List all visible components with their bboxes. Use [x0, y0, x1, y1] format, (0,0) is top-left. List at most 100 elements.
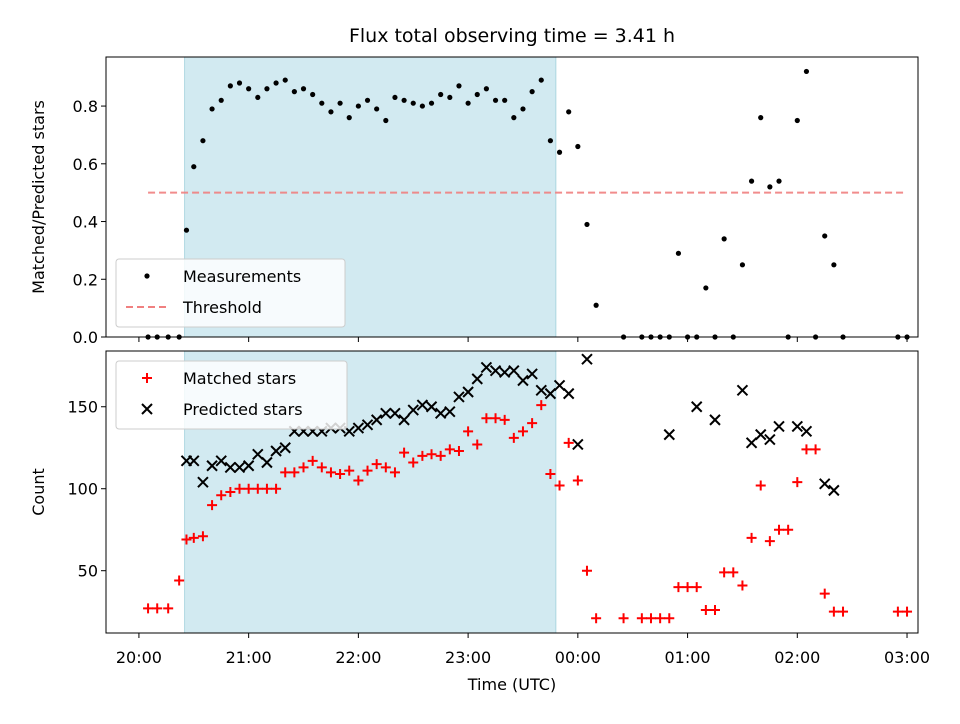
matched-star-point: [207, 500, 218, 511]
matched-star-point: [243, 483, 254, 494]
x-axis-label: Time (UTC): [467, 675, 556, 694]
measurement-point: [492, 97, 499, 103]
matched-star-point: [325, 467, 336, 478]
matched-star-point: [517, 426, 528, 437]
measurement-point: [227, 83, 233, 89]
predicted-star-point: [188, 455, 200, 467]
matched-star-point: [399, 447, 410, 458]
matched-star-point: [481, 413, 492, 424]
matched-star-point: [700, 605, 711, 616]
measurement-point: [511, 115, 517, 121]
measurement-point: [575, 143, 581, 150]
predicted-star-point: [361, 419, 374, 431]
matched-star-point: [563, 437, 574, 448]
matched-star-point: [691, 582, 702, 593]
legend-box: [115, 360, 348, 430]
matched-star-point: [572, 475, 583, 486]
x-tick-label: 20:00: [116, 648, 162, 667]
matched-star-point: [764, 536, 775, 547]
matched-star-point: [655, 613, 666, 624]
matched-star-point: [902, 606, 913, 617]
y-tick-label: 0.6: [73, 155, 98, 174]
measurement-point: [310, 91, 316, 98]
measurement-point: [255, 94, 261, 101]
matched-star-point: [838, 606, 849, 617]
x-tick-label: 21:00: [226, 648, 272, 667]
measurement-point: [300, 86, 307, 92]
matched-star-point: [673, 582, 684, 593]
predicted-star-point: [755, 428, 767, 441]
x-tick-label: 22:00: [335, 648, 381, 667]
measurement-point: [474, 91, 480, 98]
matched-star-point: [163, 603, 174, 614]
measurement-point: [236, 80, 243, 86]
legend: Measurements Threshold: [115, 258, 346, 328]
measurement-point: [383, 117, 389, 124]
predicted-star-point: [819, 478, 831, 490]
measurement-point: [566, 109, 572, 115]
measurement-point: [273, 80, 279, 86]
matched-star-point: [801, 444, 812, 455]
predicted-star-point: [828, 484, 840, 497]
predicted-star-point: [535, 384, 547, 397]
matched-star-point: [181, 534, 192, 545]
matched-star-point: [252, 483, 263, 494]
matched-star-point: [819, 588, 830, 599]
predicted-star-point: [224, 461, 237, 474]
matched-star-point: [755, 480, 766, 491]
measurement-point: [456, 83, 462, 89]
matched-star-point: [463, 426, 474, 437]
measurement-point: [803, 68, 810, 75]
matched-star-point: [261, 483, 272, 494]
predicted-star-point: [517, 374, 529, 387]
measurement-point: [374, 106, 380, 112]
measurement-point: [776, 178, 782, 184]
measurement-point: [346, 115, 352, 121]
measurement-point: [794, 117, 800, 124]
measurement-point: [200, 138, 206, 144]
x-tick-label: 23:00: [445, 648, 491, 667]
matched-star-point: [710, 605, 720, 616]
measurement-point: [538, 77, 544, 83]
predicted-star-point: [581, 353, 593, 365]
x-tick-label: 01:00: [665, 648, 711, 667]
y-tick-label: 100: [67, 480, 98, 499]
measurement-point: [739, 262, 746, 268]
measurement-point: [767, 184, 773, 190]
x-tick-label: 03:00: [884, 648, 930, 667]
measurement-point: [483, 86, 489, 92]
axes-frame: [105, 350, 919, 634]
measurement-point: [218, 97, 224, 103]
measurement-point: [593, 302, 599, 308]
matched-star-point: [728, 567, 739, 578]
matched-star-point: [389, 467, 400, 478]
matched-star-point: [271, 483, 282, 494]
matched-star-point: [591, 613, 602, 624]
x-tick-label: 02:00: [774, 648, 820, 667]
matched-star-point: [618, 613, 629, 624]
predicted-star-point: [691, 401, 703, 413]
matched-star-point: [828, 606, 839, 617]
x-tick-label: 00:00: [555, 648, 601, 667]
predicted-star-point: [252, 448, 264, 460]
predicted-star-point: [480, 361, 493, 374]
matched-star-point: [280, 467, 291, 478]
predicted-star-point: [279, 442, 291, 454]
matched-star-point: [362, 465, 373, 476]
legend-label: Measurements: [183, 267, 301, 286]
matched-star-point: [545, 468, 556, 479]
measurement-point: [328, 109, 334, 115]
matched-star-point: [225, 487, 236, 497]
predicted-star-point: [434, 407, 447, 420]
matched-star-point: [645, 613, 656, 624]
matched-star-point: [307, 455, 318, 466]
measurement-point: [547, 138, 554, 144]
measurement-point: [264, 86, 270, 92]
predicted-star-point: [261, 456, 273, 469]
matched-star-point: [435, 450, 446, 461]
predicted-star-point: [453, 391, 465, 403]
measurement-point: [447, 94, 453, 101]
matched-star-point: [472, 439, 483, 450]
